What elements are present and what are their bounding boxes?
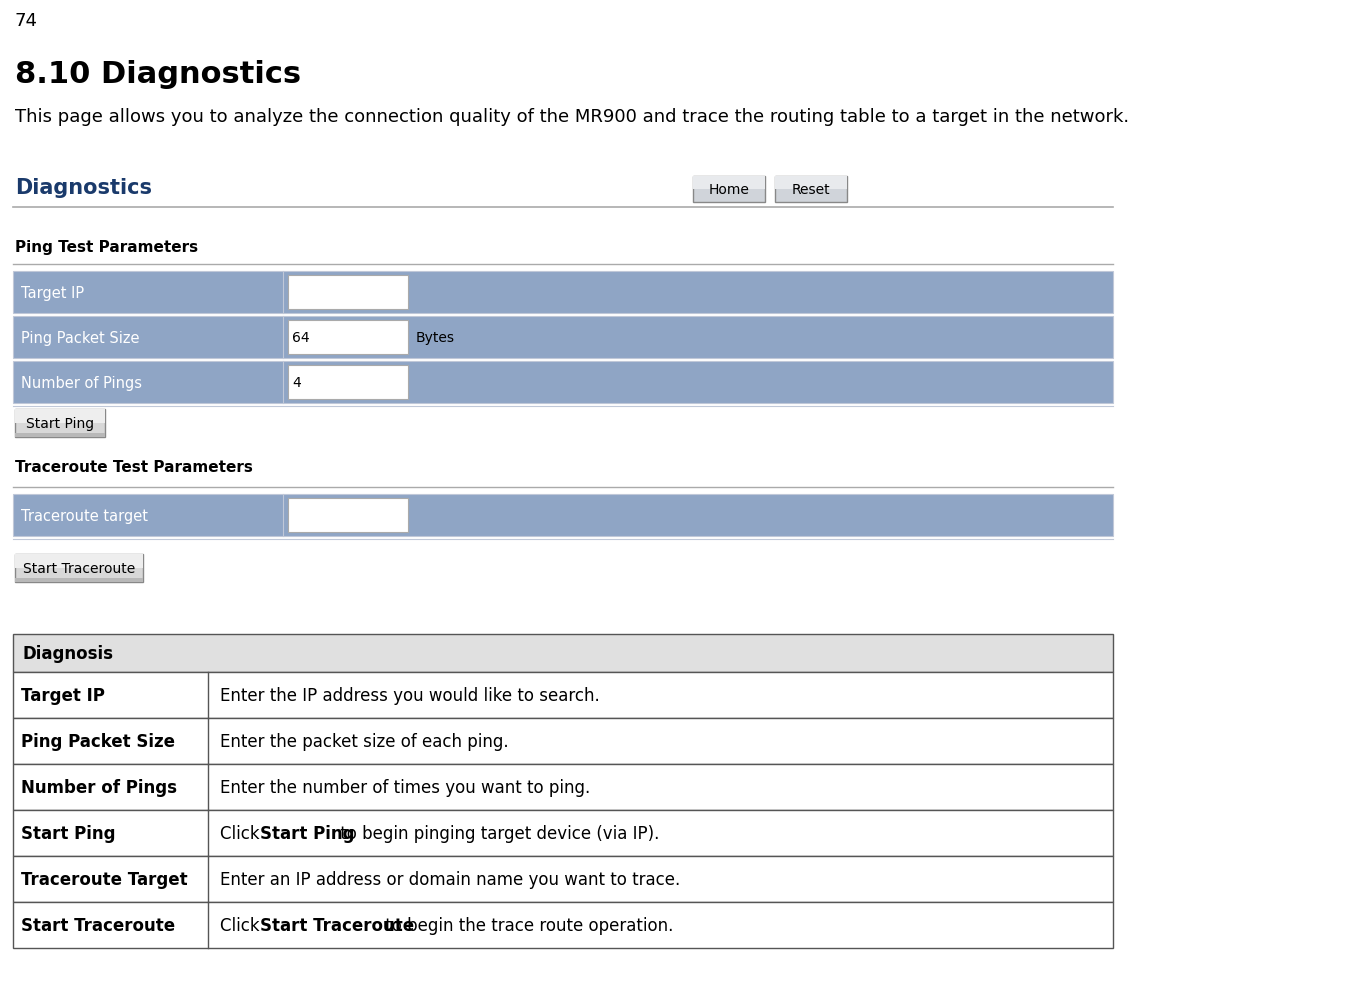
Text: Enter the packet size of each ping.: Enter the packet size of each ping.	[220, 732, 508, 750]
Bar	[15, 554, 144, 568]
Text: Ping Packet Size: Ping Packet Size	[20, 732, 175, 750]
Text: Start Ping: Start Ping	[20, 825, 115, 842]
Text: Start Traceroute: Start Traceroute	[20, 916, 175, 934]
Bar	[14, 672, 1112, 718]
Bar	[14, 317, 1112, 359]
Bar	[775, 176, 847, 202]
Bar	[14, 902, 1112, 948]
Text: 64: 64	[291, 331, 310, 345]
Bar	[15, 410, 104, 424]
Text: Traceroute target: Traceroute target	[20, 508, 148, 523]
Bar	[14, 495, 1112, 536]
Text: Home: Home	[709, 182, 749, 196]
Bar	[14, 811, 1112, 856]
Text: Start Traceroute: Start Traceroute	[260, 916, 415, 934]
Text: to begin the trace route operation.: to begin the trace route operation.	[381, 916, 673, 934]
Text: Start Ping: Start Ping	[260, 825, 355, 842]
Bar	[15, 578, 144, 582]
Bar	[289, 499, 408, 532]
Bar	[15, 434, 104, 438]
Text: Bytes: Bytes	[416, 331, 455, 345]
Bar	[15, 410, 104, 438]
Text: Click: Click	[220, 916, 264, 934]
Text: 74: 74	[15, 12, 38, 30]
Bar	[14, 765, 1112, 811]
Text: 8.10 Diagnostics: 8.10 Diagnostics	[15, 60, 301, 89]
Text: Enter the IP address you would like to search.: Enter the IP address you would like to s…	[220, 686, 600, 704]
Text: Enter the number of times you want to ping.: Enter the number of times you want to pi…	[220, 779, 591, 797]
Bar	[14, 856, 1112, 902]
Text: Diagnostics: Diagnostics	[15, 177, 152, 197]
Bar	[15, 554, 144, 582]
Bar	[289, 321, 408, 355]
Text: This page allows you to analyze the connection quality of the MR900 and trace th: This page allows you to analyze the conn…	[15, 108, 1129, 126]
Text: 4: 4	[291, 376, 301, 390]
Text: Target IP: Target IP	[20, 286, 84, 301]
Bar	[14, 272, 1112, 314]
Text: Traceroute Target: Traceroute Target	[20, 870, 187, 888]
Text: Number of Pings: Number of Pings	[20, 779, 178, 797]
Text: Diagnosis: Diagnosis	[23, 644, 114, 662]
Bar	[14, 718, 1112, 765]
Bar	[14, 634, 1112, 672]
Bar	[289, 276, 408, 310]
Text: Click: Click	[220, 825, 264, 842]
Text: Enter an IP address or domain name you want to trace.: Enter an IP address or domain name you w…	[220, 870, 680, 888]
Text: Ping Test Parameters: Ping Test Parameters	[15, 239, 198, 255]
Bar	[692, 176, 766, 189]
Text: Start Traceroute: Start Traceroute	[23, 561, 136, 575]
Text: Start Ping: Start Ping	[26, 417, 93, 431]
Text: Ping Packet Size: Ping Packet Size	[20, 331, 140, 345]
Text: Number of Pings: Number of Pings	[20, 375, 142, 390]
Text: Target IP: Target IP	[20, 686, 104, 704]
Text: Traceroute Test Parameters: Traceroute Test Parameters	[15, 460, 253, 475]
Bar	[289, 366, 408, 400]
Bar	[692, 176, 766, 202]
Bar	[775, 176, 847, 189]
Text: to begin pinging target device (via IP).: to begin pinging target device (via IP).	[335, 825, 660, 842]
Bar	[14, 362, 1112, 404]
Text: Reset: Reset	[791, 182, 831, 196]
